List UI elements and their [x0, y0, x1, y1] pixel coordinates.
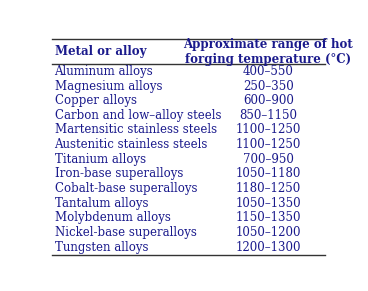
Text: Iron-base superalloys: Iron-base superalloys — [54, 167, 183, 180]
Text: 1100–1250: 1100–1250 — [236, 123, 301, 136]
Text: Copper alloys: Copper alloys — [54, 94, 137, 107]
Text: Approximate range of hot
forging temperature (°C): Approximate range of hot forging tempera… — [184, 38, 353, 66]
Text: Cobalt-base superalloys: Cobalt-base superalloys — [54, 182, 197, 195]
Text: 1180–1250: 1180–1250 — [236, 182, 301, 195]
Text: 400–550: 400–550 — [243, 65, 294, 78]
Text: Nickel-base superalloys: Nickel-base superalloys — [54, 226, 197, 239]
Text: Carbon and low–alloy steels: Carbon and low–alloy steels — [54, 109, 221, 122]
Text: 1200–1300: 1200–1300 — [236, 241, 301, 254]
Text: Magnesium alloys: Magnesium alloys — [54, 79, 162, 93]
Text: 250–350: 250–350 — [243, 79, 294, 93]
Text: Molybdenum alloys: Molybdenum alloys — [54, 211, 170, 224]
Text: Aluminum alloys: Aluminum alloys — [54, 65, 153, 78]
Text: Martensitic stainless steels: Martensitic stainless steels — [54, 123, 217, 136]
Text: 700–950: 700–950 — [243, 153, 294, 166]
Text: 600–900: 600–900 — [243, 94, 294, 107]
Text: 1050–1350: 1050–1350 — [236, 197, 301, 210]
Text: 1150–1350: 1150–1350 — [236, 211, 301, 224]
Text: Titanium alloys: Titanium alloys — [54, 153, 146, 166]
Text: Tungsten alloys: Tungsten alloys — [54, 241, 148, 254]
Text: 1050–1200: 1050–1200 — [236, 226, 301, 239]
Text: Metal or alloy: Metal or alloy — [54, 45, 146, 58]
Text: 1100–1250: 1100–1250 — [236, 138, 301, 151]
Text: Austenitic stainless steels: Austenitic stainless steels — [54, 138, 208, 151]
Text: Tantalum alloys: Tantalum alloys — [54, 197, 148, 210]
Text: 850–1150: 850–1150 — [240, 109, 297, 122]
Text: 1050–1180: 1050–1180 — [236, 167, 301, 180]
